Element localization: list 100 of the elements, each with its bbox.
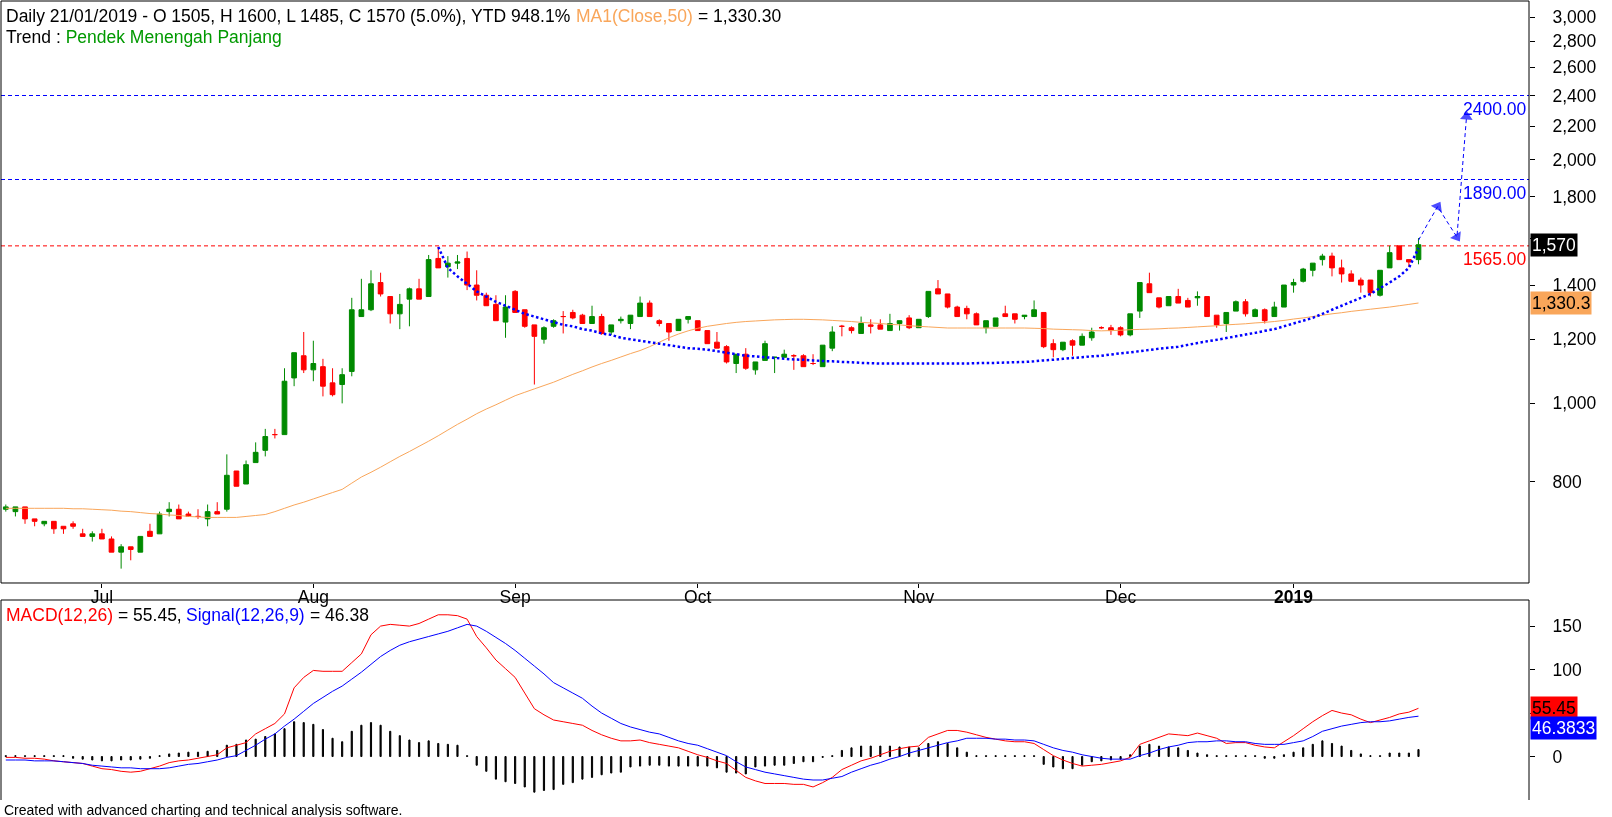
candlestick: [89, 530, 96, 543]
candlestick: [1069, 338, 1076, 357]
candlestick: [829, 325, 836, 352]
candlestick: [675, 318, 682, 332]
candlestick: [377, 272, 384, 298]
candlestick: [1146, 272, 1153, 294]
candlestick: [368, 269, 374, 312]
candlestick: [848, 325, 855, 334]
candlestick: [483, 292, 490, 307]
candlestick: [627, 314, 634, 330]
x-tick-label: Oct: [684, 586, 712, 607]
candlestick: [31, 518, 38, 527]
candlestick: [935, 279, 941, 295]
candlestick: [1329, 252, 1335, 277]
candlestick: [992, 317, 999, 327]
candlestick: [252, 441, 259, 464]
candlestick: [464, 251, 470, 291]
candlestick: [762, 340, 768, 361]
y-tick-label: 2,000: [1552, 149, 1597, 170]
candlestick: [22, 506, 28, 525]
candlestick: [589, 305, 595, 324]
candlestick: [598, 313, 605, 336]
candlestick: [1261, 307, 1268, 324]
candlestick: [1309, 262, 1316, 277]
x-tick-label: Nov: [903, 586, 935, 607]
line-series: [437, 245, 1420, 365]
candlestick: [887, 313, 893, 332]
candlestick: [1194, 290, 1201, 307]
annotation: = 55.45,: [118, 605, 182, 625]
y-tick-label: 1,400: [1552, 275, 1597, 296]
candlestick: [310, 340, 317, 382]
candlestick: [800, 353, 807, 368]
candlestick: [1012, 313, 1018, 324]
candlestick: [300, 331, 307, 374]
candlestick: [1223, 311, 1230, 333]
candlestick: [1050, 338, 1057, 358]
candlestick: [608, 324, 615, 336]
candlestick: [569, 309, 576, 320]
candlestick: [348, 297, 355, 377]
candlestick: [1367, 279, 1374, 298]
candlestick: [1338, 259, 1345, 284]
text: 55.45: [1532, 698, 1576, 718]
ref-line-label: 1890.00: [1463, 183, 1527, 203]
candlestick: [944, 293, 951, 309]
candlestick: [781, 349, 788, 358]
candlestick: [99, 528, 105, 540]
candlestick: [1348, 269, 1355, 282]
candlestick: [1079, 332, 1085, 346]
candlestick: [790, 353, 797, 371]
y-tick-label: 150: [1552, 616, 1582, 637]
candlestick: [387, 296, 394, 324]
y-tick-label: 1,200: [1552, 329, 1597, 350]
annotation: = 1,330.30: [698, 6, 782, 26]
candlestick: [858, 316, 864, 334]
candlestick: [339, 367, 346, 404]
text: 1,330.3: [1532, 293, 1591, 313]
ref-line-label: 2400.00: [1463, 99, 1527, 119]
candlestick: [156, 511, 163, 535]
candlestick: [1213, 314, 1220, 329]
candlestick: [329, 367, 336, 397]
candlestick: [320, 358, 326, 397]
candlestick: [723, 344, 730, 365]
candlestick: [1136, 282, 1143, 319]
candlestick: [963, 305, 970, 320]
chart-title: Daily 21/01/2019 - O 1505, H 1600, L 1485, C 1570 (5.0%), YTD 948.1%: [6, 6, 571, 26]
candlestick: [425, 254, 432, 298]
candlestick: [1406, 259, 1412, 268]
candlestick: [223, 453, 230, 513]
text: 1,570: [1532, 235, 1577, 255]
candlestick: [617, 316, 624, 324]
candlestick: [1281, 284, 1287, 308]
candlestick: [204, 504, 211, 527]
candlestick: [396, 293, 403, 330]
candlestick: [60, 525, 67, 535]
candlestick: [454, 254, 461, 270]
candlestick: [1156, 297, 1162, 309]
ref-line-label: 1565.00: [1463, 249, 1527, 269]
candlestick: [1175, 288, 1182, 304]
candlestick: [502, 294, 509, 339]
candlestick: [819, 344, 826, 368]
y-tick-label: 3,000: [1552, 7, 1597, 28]
candlestick: [973, 311, 980, 326]
candlestick: [541, 325, 547, 345]
candlestick: [1290, 278, 1297, 294]
candlestick: [925, 290, 932, 319]
candlestick: [1184, 297, 1191, 308]
y-tick-label: 2,400: [1552, 85, 1597, 106]
candlestick: [291, 352, 297, 387]
candlestick: [416, 278, 422, 300]
candlestick: [1252, 307, 1258, 318]
candlestick: [1002, 305, 1009, 318]
text: Trend : Pendek Menengah Panjang: [6, 27, 282, 47]
candlestick: [281, 367, 288, 436]
x-tick-label: 2019: [1274, 586, 1314, 607]
x-tick-label: Aug: [297, 586, 329, 607]
candlestick: [1377, 269, 1383, 298]
candlestick: [1088, 327, 1095, 342]
x-tick-label: Dec: [1105, 586, 1137, 607]
candlestick: [771, 356, 778, 374]
candlestick: [127, 546, 134, 561]
